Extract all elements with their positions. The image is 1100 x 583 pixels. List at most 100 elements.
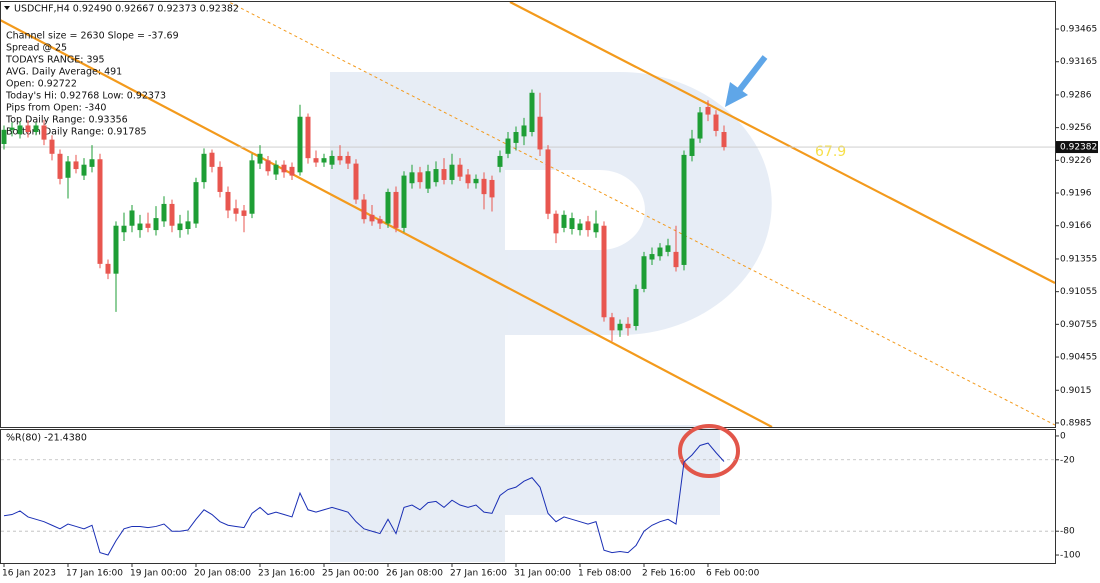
candle-body bbox=[425, 171, 431, 189]
info-block: Channel size = 2630 Slope = -37.69Spread… bbox=[5, 31, 179, 138]
y-tick-label: 0.9196 bbox=[1060, 189, 1092, 199]
candle-body bbox=[1, 129, 7, 144]
candle-body bbox=[137, 223, 143, 231]
candle-body bbox=[249, 160, 255, 214]
candle-body bbox=[289, 166, 295, 176]
candle-body bbox=[529, 92, 535, 133]
candle-body bbox=[633, 288, 639, 326]
candle-body bbox=[17, 125, 23, 135]
candle-body bbox=[89, 159, 95, 167]
candle-body bbox=[521, 125, 527, 137]
candle-body bbox=[9, 127, 15, 130]
candle-body bbox=[417, 172, 423, 183]
candle-body bbox=[185, 221, 191, 229]
candle-body bbox=[497, 155, 503, 167]
candle-body bbox=[649, 254, 655, 260]
candle-body bbox=[153, 218, 159, 231]
candle-body bbox=[233, 208, 239, 214]
candle-body bbox=[593, 223, 599, 233]
candle-body bbox=[457, 164, 463, 177]
candle-body bbox=[161, 203, 167, 222]
candle-body bbox=[505, 138, 511, 154]
candle-body bbox=[569, 218, 575, 229]
channel bbox=[1, 2, 1055, 427]
channel-upper bbox=[509, 2, 1055, 284]
candle-body bbox=[713, 114, 719, 131]
candle-body bbox=[601, 225, 607, 318]
y-tick-label: -100 bbox=[1060, 551, 1081, 561]
candle-body bbox=[705, 106, 711, 115]
candle-body bbox=[361, 199, 367, 220]
candle-body bbox=[49, 139, 55, 154]
candle-body bbox=[169, 203, 175, 226]
candle-body bbox=[537, 116, 543, 150]
y-tick-label: 0.93165 bbox=[1060, 57, 1097, 67]
y-tick-label: 0.9166 bbox=[1060, 221, 1092, 231]
last-price-label: 0.92382 bbox=[1060, 143, 1097, 153]
candle-body bbox=[625, 323, 631, 329]
x-tick-label: 20 Jan 08:00 bbox=[194, 569, 251, 579]
x-tick-label: 31 Jan 00:00 bbox=[514, 569, 571, 579]
info-line: Open: 0.92722 bbox=[6, 79, 77, 90]
candle-body bbox=[681, 154, 687, 265]
x-tick-label: 25 Jan 00:00 bbox=[322, 569, 379, 579]
candle-body bbox=[369, 214, 375, 222]
candle-body bbox=[449, 164, 455, 180]
x-tick-label: 2 Feb 16:00 bbox=[642, 569, 696, 579]
candle-body bbox=[345, 155, 351, 164]
candle-body bbox=[545, 149, 551, 214]
candle-body bbox=[393, 191, 399, 228]
y-tick-label: 0.91055 bbox=[1060, 287, 1097, 297]
candle-body bbox=[313, 158, 319, 163]
price-pane-frame bbox=[0, 1, 1056, 428]
x-tick-label: 27 Jan 16:00 bbox=[450, 569, 507, 579]
candle-body bbox=[113, 225, 119, 274]
candle-body bbox=[337, 155, 343, 161]
y-tick-label: 0.9226 bbox=[1060, 156, 1092, 166]
candle-body bbox=[385, 191, 391, 224]
x-tick-label: 6 Feb 00:00 bbox=[706, 569, 760, 579]
candle-body bbox=[689, 138, 695, 156]
candle-body bbox=[329, 155, 335, 165]
info-line: AVG. Daily Average: 491 bbox=[6, 67, 122, 78]
candle-body bbox=[145, 223, 151, 228]
candle-body bbox=[81, 164, 87, 176]
y-tick-label: 0.9256 bbox=[1060, 123, 1092, 133]
x-tick-label: 1 Feb 08:00 bbox=[578, 569, 632, 579]
candle-body bbox=[353, 163, 359, 200]
candle-body bbox=[441, 169, 447, 180]
y-tick-label: 0.91355 bbox=[1060, 254, 1097, 264]
candle-body bbox=[585, 221, 591, 231]
candle-body bbox=[489, 179, 495, 198]
candle-body bbox=[577, 223, 583, 231]
candle-body bbox=[481, 178, 487, 195]
candle-body bbox=[193, 182, 199, 224]
candle-body bbox=[641, 256, 647, 289]
candle-body bbox=[297, 116, 303, 173]
y-tick-label: -80 bbox=[1060, 527, 1075, 537]
candle-body bbox=[665, 245, 671, 252]
x-tick-label: 23 Jan 16:00 bbox=[258, 569, 315, 579]
candle-body bbox=[697, 112, 703, 139]
candle-body bbox=[65, 161, 71, 178]
candle-body bbox=[409, 172, 415, 184]
candle-body bbox=[561, 214, 567, 228]
info-line: Pips from Open: -340 bbox=[6, 103, 106, 114]
candle-body bbox=[377, 219, 383, 224]
candle-body bbox=[209, 152, 215, 167]
candle-body bbox=[473, 178, 479, 184]
candle-body bbox=[513, 132, 519, 143]
channel-annotation: 67.9 bbox=[815, 144, 846, 160]
candle-body bbox=[617, 323, 623, 331]
candle-body bbox=[553, 213, 559, 234]
last-price-box bbox=[1056, 141, 1098, 154]
candle-body bbox=[657, 247, 663, 257]
candle-body bbox=[97, 159, 103, 264]
candle-body bbox=[673, 251, 679, 268]
highlight-circle bbox=[678, 424, 740, 478]
candle-body bbox=[305, 116, 311, 159]
y-tick-label: 0.9015 bbox=[1060, 386, 1092, 396]
y-tick-label: 0.90455 bbox=[1060, 353, 1097, 363]
